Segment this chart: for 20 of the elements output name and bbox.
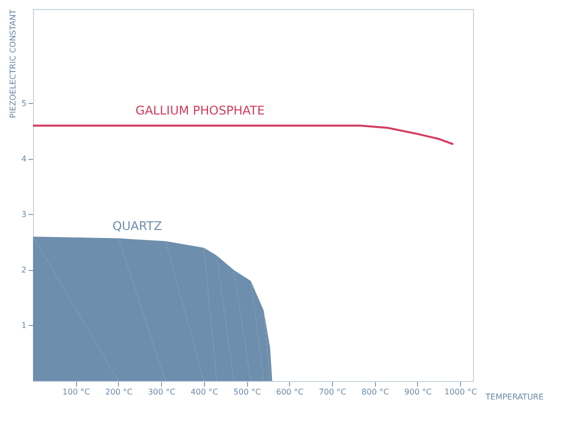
series-label: QUARTZ bbox=[112, 219, 162, 234]
x-tick-label: 100 °C bbox=[62, 388, 90, 396]
x-tick-label: 1000 °C bbox=[444, 388, 478, 396]
y-tick-label: 1 bbox=[21, 320, 26, 330]
x-tick-label: 700 °C bbox=[318, 388, 347, 396]
x-tick-label: 600 °C bbox=[276, 388, 304, 396]
x-tick-label: 200 °C bbox=[105, 388, 134, 396]
y-tick-label: 2 bbox=[21, 265, 26, 274]
x-tick-label: 400 °C bbox=[190, 388, 218, 396]
x-tick-label: 300 °C bbox=[148, 388, 176, 396]
y-tick-label: 3 bbox=[21, 210, 26, 219]
x-tick-label: 500 °C bbox=[233, 388, 262, 396]
line-series bbox=[33, 124, 454, 145]
y-tick-label: 5 bbox=[21, 98, 26, 108]
series-label: GALLIUM PHOSPHATE bbox=[136, 104, 265, 118]
x-tick-label: 900 °C bbox=[404, 388, 432, 396]
x-axis-title: TEMPERATURE bbox=[484, 392, 544, 402]
x-tick-label: 800 °C bbox=[362, 388, 390, 396]
y-axis-title: PIEZOELECTRIC CONSTANT bbox=[8, 9, 18, 118]
y-tick-label: 4 bbox=[21, 154, 26, 164]
